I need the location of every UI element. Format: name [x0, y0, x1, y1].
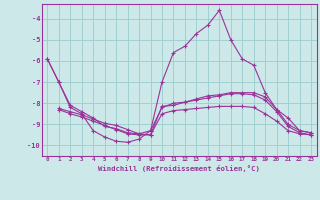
- X-axis label: Windchill (Refroidissement éolien,°C): Windchill (Refroidissement éolien,°C): [98, 165, 260, 172]
